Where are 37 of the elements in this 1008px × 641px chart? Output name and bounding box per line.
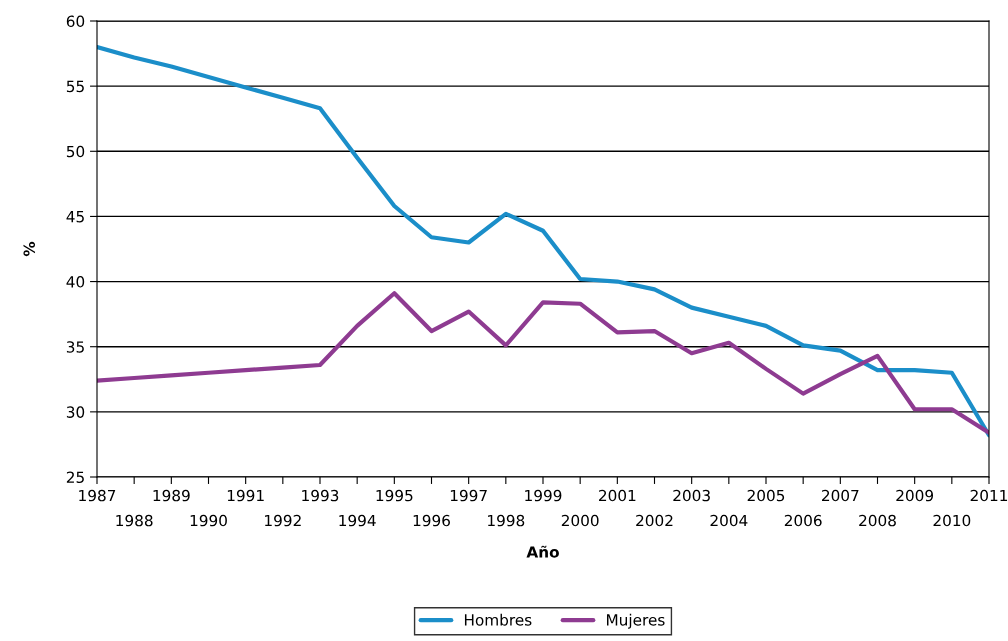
x-tick-label: 1997	[450, 489, 487, 502]
x-tick-label: 2001	[599, 489, 636, 502]
legend-label: Hombres	[464, 613, 532, 626]
x-tick-label: 2011	[970, 489, 1008, 502]
x-tick-label: 2005	[747, 489, 785, 502]
x-tick-label: 1993	[302, 489, 339, 502]
x-tick-label: 2003	[673, 489, 710, 502]
y-tick-label: 50	[66, 145, 85, 158]
x-tick-label: 1989	[153, 489, 190, 502]
x-tick-label: 1998	[488, 514, 525, 527]
x-tick-label: 2000	[561, 514, 599, 527]
x-tick-label: 1995	[376, 489, 413, 502]
y-tick-label: 35	[66, 341, 84, 353]
y-tick-label: 40	[66, 276, 85, 288]
x-tick-label: 2008	[859, 514, 896, 527]
y-tick-label: 55	[66, 80, 84, 93]
x-tick-label: 2009	[896, 489, 934, 502]
x-tick-label: 2004	[710, 514, 748, 527]
x-tick-label: 1991	[227, 489, 264, 502]
x-tick-label: 1987	[79, 489, 116, 502]
x-tick-label: 1994	[339, 514, 376, 527]
y-axis-title: %	[23, 241, 36, 257]
x-tick-label: 1988	[116, 514, 153, 527]
x-tick-label: 1996	[413, 514, 450, 527]
x-tick-label: 2002	[636, 514, 673, 527]
x-axis-title: Año	[526, 545, 559, 558]
x-tick-label: 2010	[933, 514, 971, 527]
y-tick-label: 60	[66, 15, 85, 28]
y-tick-label: 25	[66, 471, 84, 484]
y-tick-label: 30	[66, 406, 85, 418]
x-tick-label: 2007	[822, 489, 859, 502]
x-tick-label: 1992	[265, 514, 301, 527]
x-tick-label: 1990	[190, 514, 227, 527]
legend-label: Mujeres	[607, 613, 665, 629]
x-tick-label: 2006	[784, 514, 822, 527]
x-tick-label: 1999	[525, 489, 562, 502]
y-tick-label: 45	[66, 211, 84, 223]
